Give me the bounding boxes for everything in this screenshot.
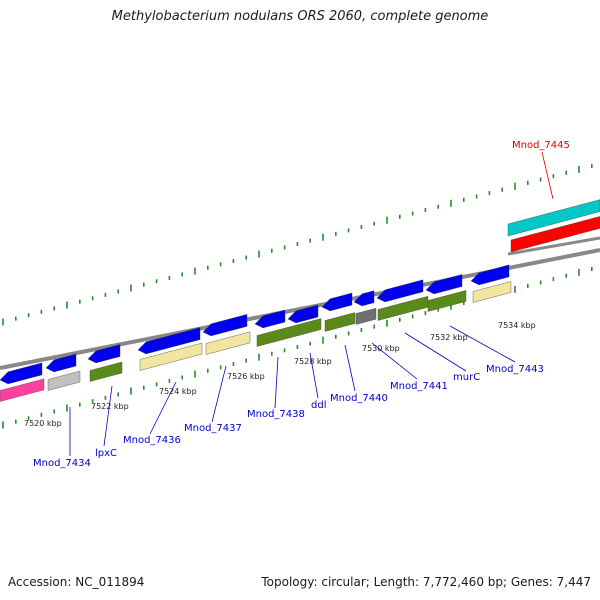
highlight-gene-cyan	[507, 199, 600, 237]
gene-label: Mnod_7436	[123, 435, 181, 446]
gene-label: Mnod_7438	[247, 409, 305, 420]
scale-label: 7534 kbp	[498, 321, 536, 330]
cog-bar	[205, 331, 251, 355]
backbone-line-upper	[507, 236, 600, 256]
gene-leader-line	[404, 332, 467, 372]
scale-label: 7528 kbp	[294, 357, 332, 366]
cog-bar	[472, 281, 512, 303]
scale-label: 7532 kbp	[430, 333, 468, 342]
cog-bar	[89, 361, 123, 382]
scale-labels: 7520 kbp 7522 kbp 7524 kbp 7526 kbp 7528 kbp…	[24, 321, 536, 428]
tick-marks	[2, 163, 593, 429]
cog-bar	[139, 342, 203, 371]
gene-arrow	[376, 279, 424, 303]
gene-label: Mnod_7443	[486, 364, 544, 375]
gene-label: Mnod_7434	[33, 458, 91, 469]
cog-bar	[427, 290, 467, 312]
gene-arrow	[321, 292, 353, 312]
gene-arrow	[254, 309, 286, 329]
gene-leader-line	[449, 325, 516, 363]
gene-label: murC	[453, 372, 480, 383]
topology-text: Topology: circular; Length: 7,772,460 bp…	[261, 575, 591, 589]
gene-arrow	[45, 353, 77, 373]
accession-text: Accession: NC_011894	[8, 575, 145, 589]
gene-leader-line	[371, 342, 418, 380]
cog-bar	[324, 312, 356, 332]
gene-leader-line	[103, 385, 113, 447]
gene-arrow	[353, 290, 375, 307]
gene-arrow	[137, 327, 201, 355]
gene-label: ddl	[311, 400, 326, 411]
gene-arrow	[87, 344, 121, 364]
gene-leader-line	[211, 365, 227, 423]
scale-label: 7522 kbp	[91, 402, 129, 411]
gene-leader-line	[274, 356, 279, 409]
gene-leader-line	[309, 352, 319, 399]
gene-arrow	[0, 362, 43, 385]
gene-arrow	[287, 304, 319, 324]
genome-backbone	[0, 236, 600, 370]
scale-label: 7520 kbp	[24, 419, 62, 428]
gene-leader-line	[344, 344, 356, 392]
gene-features	[0, 199, 600, 402]
gene-label: Mnod_7437	[184, 423, 242, 434]
gene-leader-line	[149, 381, 177, 435]
scale-label: 7524 kbp	[159, 387, 197, 396]
gene-label: lpxC	[95, 448, 117, 459]
gene-label: Mnod_7445	[512, 140, 570, 151]
scale-label: 7526 kbp	[227, 372, 265, 381]
cog-bar	[256, 318, 322, 347]
cog-bar	[0, 378, 45, 402]
gene-arrow	[202, 314, 248, 337]
highlight-gene-red	[510, 216, 600, 253]
gene-arrow	[425, 274, 463, 295]
gene-arrow	[470, 264, 510, 286]
cog-bar	[47, 370, 81, 391]
backbone-line	[0, 248, 600, 370]
gene-label: Mnod_7440	[330, 393, 388, 404]
scale-label: 7530 kbp	[362, 344, 400, 353]
cog-bar	[355, 307, 377, 325]
gene-leader-line	[541, 151, 554, 200]
map-title: Methylobacterium nodulans ORS 2060, comp…	[111, 9, 489, 24]
gene-label: Mnod_7441	[390, 381, 448, 392]
